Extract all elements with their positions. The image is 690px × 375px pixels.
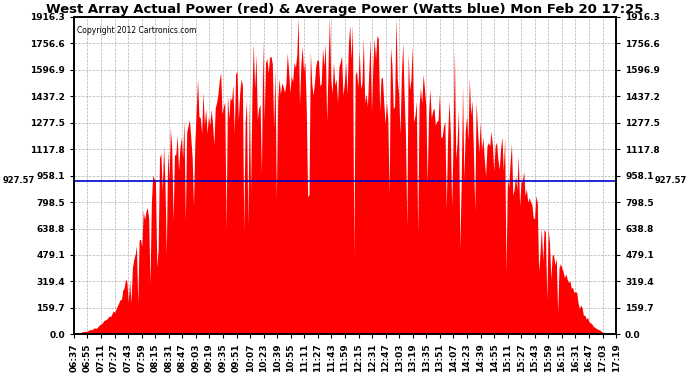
Text: Copyright 2012 Cartronics.com: Copyright 2012 Cartronics.com	[77, 27, 196, 36]
Text: 927.57: 927.57	[655, 176, 687, 185]
Title: West Array Actual Power (red) & Average Power (Watts blue) Mon Feb 20 17:25: West Array Actual Power (red) & Average …	[46, 3, 644, 16]
Text: 927.57: 927.57	[3, 176, 35, 185]
